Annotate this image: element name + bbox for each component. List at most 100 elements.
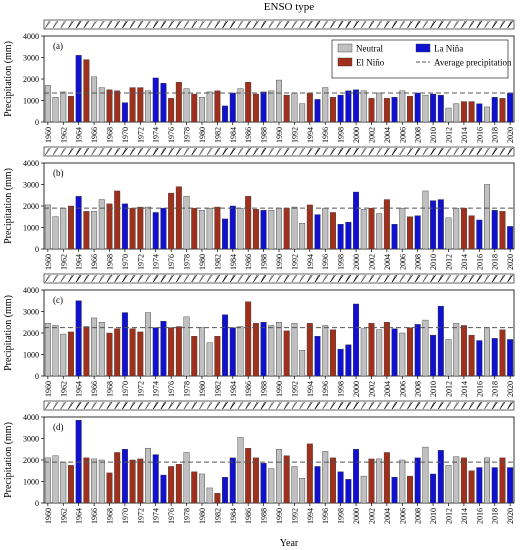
bar (306, 92, 313, 123)
enso-hatch (245, 401, 250, 410)
x-tick-label: 1994 (306, 127, 315, 143)
x-tick-label: 1998 (337, 381, 346, 397)
x-tick-label: 1970 (121, 254, 130, 270)
y-tick-label: 1000 (23, 478, 39, 487)
enso-hatch (276, 20, 281, 29)
enso-hatch (314, 274, 319, 283)
x-tick-label: 2000 (352, 508, 361, 524)
enso-hatch (114, 274, 119, 283)
enso-hatch (83, 147, 88, 156)
bar (152, 212, 159, 250)
enso-hatch (106, 147, 111, 156)
enso-hatch (145, 20, 150, 29)
bar (206, 487, 213, 504)
enso-hatch (45, 274, 50, 283)
enso-hatch (384, 274, 389, 283)
enso-hatch (60, 147, 65, 156)
enso-hatch (237, 401, 242, 410)
x-tick-label: 2002 (367, 381, 376, 397)
enso-hatch (468, 147, 473, 156)
enso-hatch (176, 274, 181, 283)
bar (106, 332, 113, 377)
bar (214, 336, 221, 377)
enso-hatch (222, 274, 227, 283)
enso-hatch (422, 274, 427, 283)
enso-hatch (307, 147, 312, 156)
bar (314, 336, 321, 377)
enso-hatch (60, 20, 65, 29)
x-tick-label: 1992 (290, 254, 299, 270)
enso-hatch (414, 20, 419, 29)
enso-hatch (299, 20, 304, 29)
bar (399, 207, 406, 250)
x-tick-label: 2008 (414, 508, 423, 524)
x-tick-label: 1978 (183, 254, 192, 270)
bar (191, 93, 198, 123)
enso-hatch (152, 401, 157, 410)
bar (198, 473, 205, 504)
bar (337, 94, 344, 123)
bar (83, 59, 90, 123)
bar (206, 91, 213, 123)
bar (430, 473, 437, 504)
bar (476, 103, 483, 123)
bar (52, 216, 59, 250)
bar (145, 90, 151, 123)
enso-hatch (191, 274, 196, 283)
bar (407, 327, 413, 377)
enso-hatch (183, 20, 188, 29)
bar (329, 329, 336, 377)
enso-hatch (376, 147, 381, 156)
bar (329, 457, 336, 504)
y-tick-label: 1000 (23, 224, 39, 233)
bar (237, 326, 244, 377)
legend-label-lanina: La Niña (434, 44, 463, 54)
bar (360, 209, 367, 250)
enso-hatch (268, 401, 273, 410)
bar (407, 475, 413, 504)
enso-hatch (214, 147, 219, 156)
x-tick-label: 1990 (275, 381, 284, 397)
x-tick-label: 2012 (445, 127, 454, 143)
bar (98, 459, 105, 504)
x-tick-label: 1974 (152, 381, 161, 397)
bar (237, 88, 244, 123)
enso-hatch (414, 147, 419, 156)
y-tick-label: 3000 (23, 308, 39, 317)
bar (160, 320, 167, 377)
bar (391, 477, 398, 504)
bar (299, 350, 306, 377)
enso-hatch (391, 147, 396, 156)
bar (60, 461, 67, 504)
enso-hatch (68, 401, 73, 410)
y-tick-label: 4000 (23, 286, 39, 295)
bar (114, 190, 121, 250)
bar (276, 207, 282, 250)
bar (137, 331, 144, 377)
bar (345, 344, 352, 377)
panel-label: (a) (53, 41, 63, 51)
bar (345, 221, 352, 250)
enso-hatch (430, 274, 435, 283)
x-tick-label: 1996 (321, 508, 330, 524)
bar (476, 467, 483, 504)
x-tick-label: 1996 (321, 381, 330, 397)
enso-hatch (214, 401, 219, 410)
x-tick-label: 2018 (491, 254, 500, 270)
enso-hatch (106, 401, 111, 410)
y-tick-label: 3000 (23, 435, 39, 444)
enso-hatch (253, 20, 258, 29)
x-tick-label: 2002 (367, 254, 376, 270)
bar (91, 211, 98, 250)
enso-hatch (75, 274, 80, 283)
bar (499, 329, 506, 377)
x-tick-label: 1990 (275, 508, 284, 524)
bar (252, 209, 259, 250)
x-tick-label: 2016 (475, 508, 484, 524)
enso-hatch (430, 401, 435, 410)
x-tick-label: 1962 (59, 254, 68, 270)
enso-hatch (445, 274, 450, 283)
bar (291, 92, 298, 123)
bar (191, 471, 198, 504)
bar (491, 338, 498, 377)
